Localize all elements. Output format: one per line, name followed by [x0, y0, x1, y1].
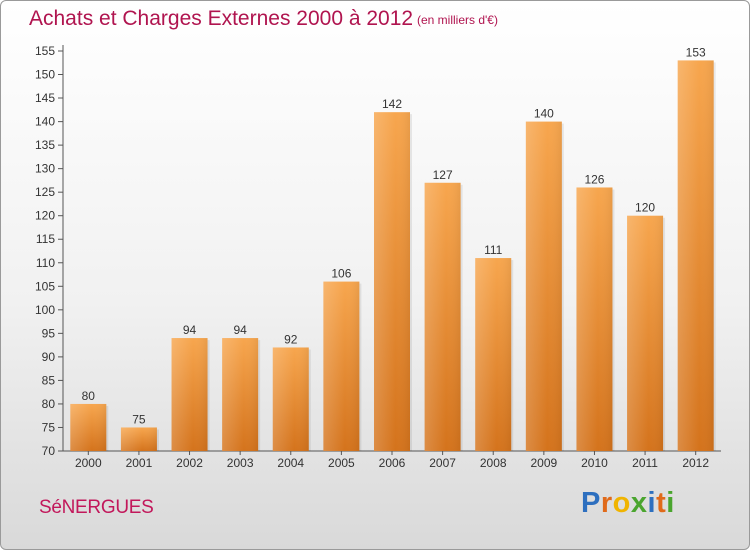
x-tick-label: 2002	[176, 456, 203, 470]
x-tick-label: 2007	[429, 456, 456, 470]
y-tick-label: 85	[42, 373, 56, 387]
bar-highlight	[171, 338, 208, 451]
y-tick-label: 145	[35, 91, 55, 105]
y-tick-label: 125	[35, 185, 55, 199]
bar-highlight	[374, 112, 410, 452]
data-label: 120	[635, 201, 655, 215]
place-name: SéNERGUES	[39, 497, 154, 518]
x-tick-label: 2011	[632, 456, 658, 470]
y-tick-label: 115	[36, 232, 55, 246]
data-label: 92	[284, 332, 298, 346]
y-tick-label: 130	[35, 162, 55, 176]
y-tick-label: 70	[42, 444, 56, 458]
x-tick-label: 2004	[277, 456, 304, 470]
y-tick-label: 155	[35, 44, 55, 58]
x-tick-label: 2001	[126, 456, 153, 470]
y-tick-label: 90	[42, 350, 56, 364]
data-label: 75	[132, 412, 146, 426]
y-tick-label: 140	[35, 115, 55, 129]
data-label: 94	[233, 323, 247, 337]
bar-highlight	[677, 60, 714, 451]
x-tick-label: 2000	[75, 456, 102, 470]
logo-letter: r	[600, 487, 613, 519]
logo-letter: i	[647, 487, 657, 519]
data-label: 80	[82, 389, 96, 403]
x-tick-label: 2006	[379, 456, 406, 470]
proxiti-logo: Proxiti	[581, 487, 675, 520]
x-tick-label: 2009	[530, 456, 557, 470]
x-tick-label: 2005	[328, 456, 355, 470]
data-label: 142	[382, 97, 402, 111]
y-tick-label: 100	[35, 303, 55, 317]
data-label: 111	[484, 243, 503, 257]
bar-highlight	[272, 347, 309, 451]
y-tick-label: 105	[35, 279, 55, 293]
x-tick-label: 2008	[480, 456, 507, 470]
data-label: 127	[433, 168, 453, 182]
bar-highlight	[222, 338, 259, 451]
x-tick-label: 2012	[682, 456, 709, 470]
bar-highlight	[525, 121, 562, 452]
chart-subtitle: (en milliers d'€)	[417, 13, 498, 27]
bar-highlight	[323, 281, 360, 451]
logo-letter: o	[612, 487, 631, 519]
bar-highlight	[120, 427, 157, 451]
x-tick-label: 2003	[227, 456, 254, 470]
bar-highlight	[424, 182, 461, 451]
y-tick-label: 75	[42, 420, 56, 434]
y-tick-label: 95	[42, 326, 56, 340]
logo-letter: t	[656, 487, 667, 519]
data-label: 126	[584, 172, 604, 186]
data-label: 140	[534, 107, 554, 121]
bar-highlight	[627, 215, 664, 451]
y-tick-label: 150	[35, 68, 55, 82]
bar-highlight	[576, 187, 613, 451]
bar-highlight	[475, 258, 512, 451]
x-tick-label: 2010	[581, 456, 608, 470]
y-tick-label: 110	[36, 256, 55, 270]
data-label: 106	[331, 267, 351, 281]
y-tick-label: 120	[35, 209, 55, 223]
y-tick-label: 80	[42, 397, 56, 411]
chart-title: Achats et Charges Externes 2000 à 2012	[29, 7, 414, 30]
logo-letter: i	[666, 487, 675, 519]
logo-letter: x	[630, 487, 648, 519]
bar-highlight	[70, 403, 107, 451]
y-tick-label: 135	[35, 138, 55, 152]
data-label: 94	[183, 323, 197, 337]
data-label: 153	[686, 45, 706, 59]
logo-letter: P	[581, 487, 601, 519]
